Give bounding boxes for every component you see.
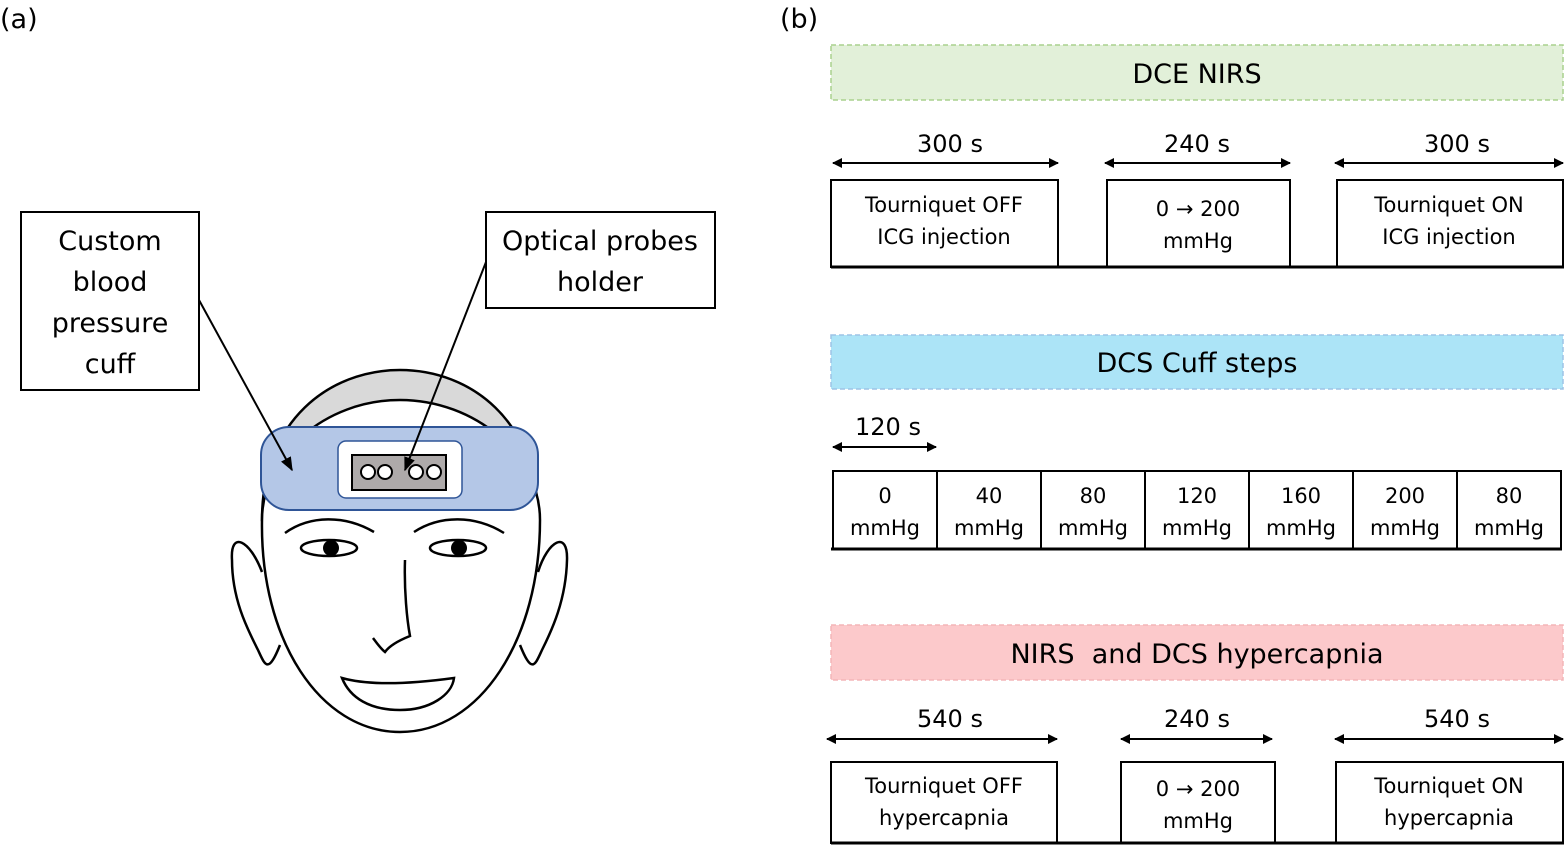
cuff-step-pressure: 120 — [1177, 484, 1217, 508]
duration-label: 300 s — [917, 130, 983, 158]
dce-nirs-protocol: DCE NIRS 300 s 240 s 300 s Tourniquet OF… — [830, 44, 1564, 269]
hypercapnia-title: NIRS and DCS hypercapnia — [1010, 639, 1383, 670]
cuff-step-pressure: 200 — [1385, 484, 1425, 508]
cuff-step-unit: mmHg — [1058, 516, 1128, 540]
step-duration-label: 120 s — [855, 413, 921, 441]
phase-box — [1335, 761, 1564, 844]
panel-b: (b) DCE NIRS 300 s 240 s 300 s Tournique… — [780, 4, 1564, 845]
duration-label: 300 s — [1424, 130, 1490, 158]
phase-text: Tourniquet ON — [1373, 193, 1524, 217]
cuff-step-box — [832, 470, 938, 550]
cuff-step-pressure: 160 — [1281, 484, 1321, 508]
optical-fiber — [360, 464, 376, 480]
phase-text: Tourniquet OFF — [864, 193, 1023, 217]
phase-box — [1106, 179, 1291, 268]
cuff-step-pressure: 40 — [976, 484, 1003, 508]
probe-pointer-arrow — [404, 261, 487, 472]
phase-text: mmHg — [1163, 809, 1233, 833]
phase-text: hypercapnia — [1384, 806, 1514, 830]
phase-text: ICG injection — [1382, 225, 1515, 249]
phase-text: 0 → 200 — [1156, 777, 1240, 801]
dce-nirs-title: DCE NIRS — [1132, 59, 1261, 90]
phase-text: mmHg — [1163, 229, 1233, 253]
phase-box — [1120, 761, 1276, 844]
cuff-step-unit: mmHg — [1370, 516, 1440, 540]
cuff-pointer-arrow — [198, 299, 293, 472]
cuff-label-line: Custom — [58, 226, 161, 257]
cuff-step-box — [1456, 470, 1562, 550]
duration-label: 240 s — [1164, 705, 1230, 733]
cuff-step-unit: mmHg — [1162, 516, 1232, 540]
hypercapnia-banner — [830, 624, 1564, 681]
dce-nirs-banner — [830, 44, 1564, 101]
duration-label: 540 s — [1424, 705, 1490, 733]
cuff-step-pressure: 0 — [878, 484, 891, 508]
dcs-cuff-protocol: DCS Cuff steps 120 s 0 mmHg 40 mmHg 80 mmHg 12… — [830, 334, 1564, 551]
phase-text: 0 → 200 — [1156, 197, 1240, 221]
phase-text: Tourniquet OFF — [864, 774, 1023, 798]
cuff-label-box: Custom blood pressure cuff — [20, 211, 200, 391]
phase-text: Tourniquet ON — [1373, 774, 1524, 798]
phase-box — [830, 761, 1058, 844]
probe-label-box: Optical probes holder — [485, 211, 716, 309]
probe-label-line: Optical probes — [502, 226, 698, 257]
cuff-step-unit: mmHg — [954, 516, 1024, 540]
optical-fiber — [408, 464, 424, 480]
optical-fiber — [426, 464, 442, 480]
phase-text: ICG injection — [877, 225, 1010, 249]
cuff-step-pressure: 80 — [1080, 484, 1107, 508]
panel-a: (a) Custom blood pressure cuff Optical p… — [0, 4, 716, 734]
panel-b-label: (b) — [780, 4, 818, 35]
cuff-step-unit: mmHg — [1266, 516, 1336, 540]
right-ear — [518, 540, 569, 666]
phase-box — [1336, 179, 1564, 268]
dcs-cuff-banner — [830, 334, 1564, 390]
hypercapnia-protocol: NIRS and DCS hypercapnia 540 s 240 s 540… — [826, 624, 1564, 845]
cuff-label-line: cuff — [85, 349, 137, 380]
panel-a-label: (a) — [0, 4, 38, 35]
probe-label-line: holder — [557, 267, 644, 298]
duration-label: 240 s — [1164, 130, 1230, 158]
cuff-step-unit: mmHg — [1474, 516, 1544, 540]
cuff-steps: 0 mmHg 40 mmHg 80 mmHg 120 mmHg 160 mmHg 200 mmHg 80… — [831, 470, 1562, 551]
cuff-step-pressure: 80 — [1496, 484, 1523, 508]
head-illustration — [230, 368, 569, 734]
cuff-step-unit: mmHg — [850, 516, 920, 540]
optical-fiber — [377, 464, 393, 480]
phase-text: hypercapnia — [879, 806, 1009, 830]
cuff-label-line: pressure — [52, 308, 169, 339]
cuff-step-box — [936, 470, 1042, 550]
cuff-label-line: blood — [73, 267, 148, 298]
dcs-cuff-title: DCS Cuff steps — [1097, 348, 1298, 379]
duration-label: 540 s — [917, 705, 983, 733]
left-ear — [230, 540, 282, 666]
